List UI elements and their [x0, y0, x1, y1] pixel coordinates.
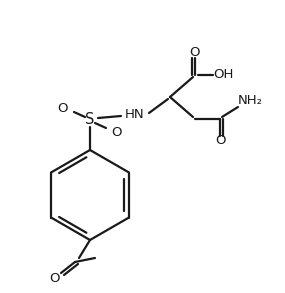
Text: O: O [112, 125, 122, 139]
Text: S: S [85, 113, 95, 127]
Text: O: O [190, 47, 200, 59]
Text: O: O [215, 134, 225, 147]
Text: HN: HN [125, 108, 145, 122]
Text: NH₂: NH₂ [237, 95, 262, 108]
Text: OH: OH [213, 69, 233, 81]
Text: O: O [50, 272, 60, 285]
Text: O: O [58, 101, 68, 115]
